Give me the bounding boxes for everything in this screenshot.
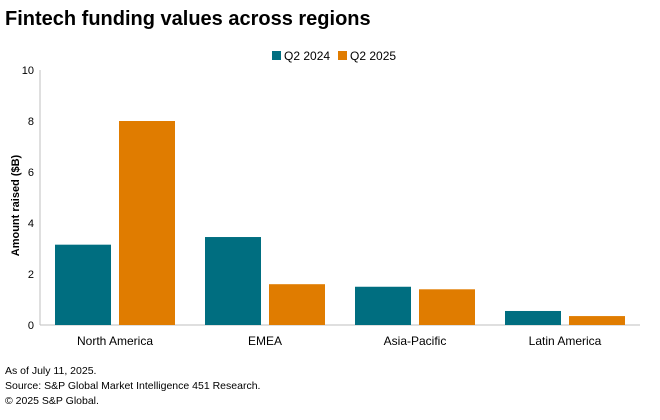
bar-q2-2024 [205, 237, 261, 325]
footer-copyright: © 2025 S&P Global. [5, 395, 99, 407]
y-tick-label: 0 [28, 320, 34, 332]
y-tick-label: 2 [28, 269, 34, 281]
legend-label: Q2 2025 [350, 49, 396, 63]
x-tick-label: Asia-Pacific [384, 334, 447, 348]
bar-q2-2024 [505, 310, 561, 325]
bar-q2-2025 [419, 289, 475, 325]
x-tick-label: Latin America [529, 334, 602, 348]
footer-source: Source: S&P Global Market Intelligence 4… [5, 380, 261, 392]
bar-q2-2025 [569, 316, 625, 325]
x-tick-label: EMEA [248, 334, 282, 348]
bar-q2-2025 [269, 284, 325, 325]
chart-title: Fintech funding values across regions [5, 8, 371, 30]
bar-q2-2025 [119, 121, 175, 325]
bar-q2-2024 [55, 244, 111, 325]
y-tick-label: 8 [28, 116, 34, 128]
bar-q2-2024 [355, 286, 411, 325]
legend-swatch [338, 51, 347, 60]
legend-swatch [272, 51, 281, 60]
y-tick-label: 4 [28, 218, 34, 230]
y-tick-label: 6 [28, 167, 34, 179]
legend-label: Q2 2024 [284, 49, 330, 63]
x-tick-label: North America [77, 334, 153, 348]
y-tick-label: 10 [22, 65, 34, 77]
footer-note: As of July 11, 2025. [5, 365, 97, 377]
chart-footer: As of July 11, 2025. Source: S&P Global … [5, 364, 260, 409]
y-axis-label: Amount raised ($B) [10, 154, 22, 256]
